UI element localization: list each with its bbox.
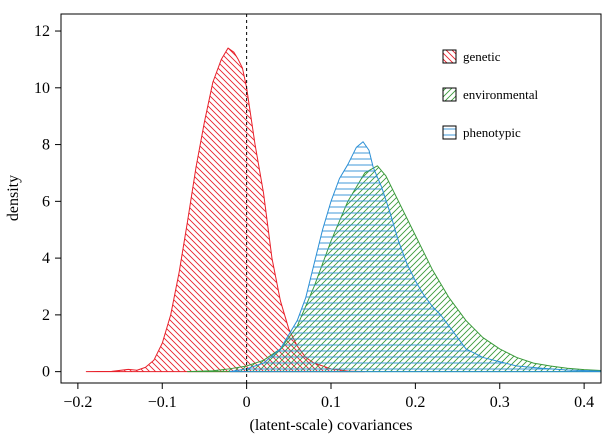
x-tick-label: 0.3 <box>490 394 510 411</box>
legend-swatch-phenotypic <box>442 125 457 140</box>
x-tick-label: 0.1 <box>321 394 341 411</box>
legend-label-environmental: environmental <box>463 87 538 102</box>
x-axis-title: (latent-scale) covariances <box>249 417 412 434</box>
y-tick-label: 8 <box>42 137 50 154</box>
x-axis: −0.2 −0.1 0 0.1 0.2 0.3 0.4 <box>63 383 594 411</box>
y-tick-label: 6 <box>42 193 50 210</box>
series-layer <box>85 47 601 373</box>
legend-swatch-genetic <box>442 49 457 64</box>
y-tick-label: 0 <box>42 364 50 381</box>
x-tick-label: 0 <box>243 394 251 411</box>
y-axis-title: density <box>5 175 22 221</box>
y-tick-label: 12 <box>34 23 50 40</box>
y-tick-label: 4 <box>42 250 50 267</box>
legend-label-phenotypic: phenotypic <box>463 125 521 140</box>
y-tick-label: 10 <box>34 80 50 97</box>
legend-label-genetic: genetic <box>463 49 501 64</box>
series-phenotypic-area <box>229 141 601 373</box>
legend: genetic environmental phenotypic <box>442 49 538 140</box>
x-tick-label: 0.4 <box>574 394 594 411</box>
x-tick-label: −0.2 <box>63 394 92 411</box>
legend-swatch-environmental <box>442 87 457 102</box>
y-tick-label: 2 <box>42 307 50 324</box>
x-tick-label: 0.2 <box>405 394 425 411</box>
y-axis: 0 2 4 6 8 10 12 <box>34 23 61 381</box>
x-tick-label: −0.1 <box>148 394 177 411</box>
